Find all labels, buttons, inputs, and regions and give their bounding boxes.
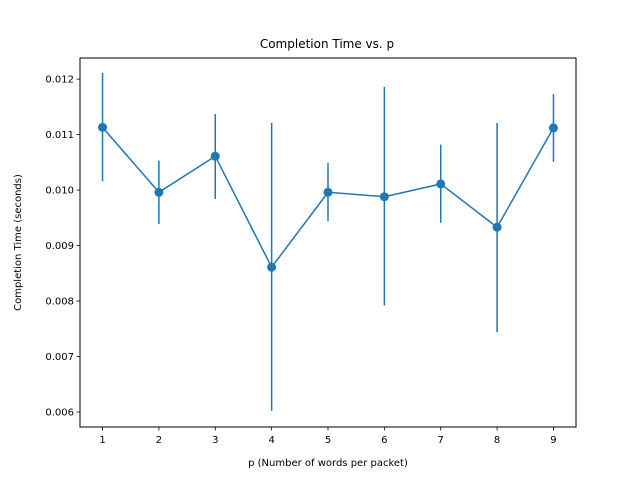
x-tick-label: 3 [212, 435, 218, 446]
plot-frame [79, 57, 577, 428]
y-tick-label: 0.008 [45, 297, 74, 308]
y-axis: 0.006 0.007 0.008 0.009 0.010 0.011 0.012 [45, 75, 80, 419]
data-point [210, 151, 220, 161]
data-point [98, 122, 108, 132]
data-point [492, 222, 502, 232]
x-tick-label: 2 [156, 435, 162, 446]
data-point [379, 192, 389, 202]
x-tick-label: 7 [438, 435, 444, 446]
data-point [267, 262, 277, 272]
x-axis: 1 2 3 4 5 6 7 8 9 [99, 427, 557, 446]
data-point [154, 187, 164, 197]
x-axis-label: p (Number of words per packet) [248, 458, 408, 469]
chart-title: Completion Time vs. p [260, 37, 394, 51]
y-tick-label: 0.012 [45, 75, 74, 86]
x-tick-label: 1 [99, 435, 105, 446]
x-tick-label: 9 [550, 435, 556, 446]
x-tick-label: 6 [381, 435, 387, 446]
x-tick-label: 8 [494, 435, 500, 446]
data-point [548, 123, 558, 133]
x-tick-label: 5 [325, 435, 331, 446]
y-tick-label: 0.011 [45, 130, 74, 141]
x-tick-label: 4 [268, 435, 274, 446]
y-tick-label: 0.006 [45, 408, 74, 419]
data-point [323, 187, 333, 197]
plot-area [98, 72, 558, 411]
y-tick-label: 0.010 [45, 186, 74, 197]
y-tick-label: 0.009 [45, 241, 74, 252]
y-tick-label: 0.007 [45, 352, 74, 363]
data-point [436, 179, 446, 189]
y-axis-label: Completion Time (seconds) [13, 174, 24, 311]
